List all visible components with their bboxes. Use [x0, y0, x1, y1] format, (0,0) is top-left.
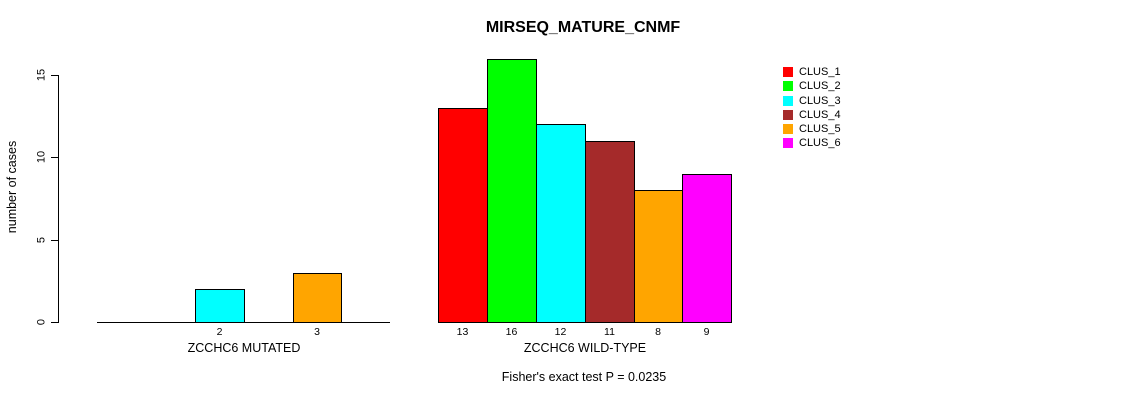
y-axis-line — [58, 75, 59, 323]
bar-clus_2 — [487, 59, 537, 323]
legend-item-clus_3: CLUS_3 — [783, 95, 841, 107]
legend-item-clus_5: CLUS_5 — [783, 123, 841, 135]
bar-value-label: 9 — [703, 326, 710, 338]
legend-color-swatch — [783, 81, 793, 91]
legend-color-swatch — [783, 96, 793, 106]
y-tick-mark — [51, 240, 58, 241]
legend-item-label: CLUS_3 — [799, 95, 841, 107]
y-tick-mark — [51, 322, 58, 323]
bar-clus_5 — [293, 273, 342, 323]
legend-item-label: CLUS_2 — [799, 80, 841, 92]
bar-value-label: 2 — [216, 326, 223, 338]
bar-clus_3 — [195, 289, 245, 323]
bar-value-label: 13 — [456, 326, 469, 338]
y-axis-title: number of cases — [4, 140, 19, 234]
legend-item-clus_4: CLUS_4 — [783, 109, 841, 121]
x-group-label: ZCCHC6 MUTATED — [187, 341, 301, 355]
bar-clus_6 — [682, 174, 732, 323]
bar-value-label: 16 — [505, 326, 518, 338]
bar-clus_1 — [438, 108, 488, 323]
fisher-test-annotation: Fisher's exact test P = 0.0235 — [501, 370, 667, 384]
y-tick-label: 0 — [35, 318, 48, 326]
x-group-label: ZCCHC6 WILD-TYPE — [523, 341, 647, 355]
legend-item-clus_2: CLUS_2 — [783, 80, 841, 92]
y-tick-label: 15 — [35, 68, 48, 82]
legend-item-clus_6: CLUS_6 — [783, 137, 841, 149]
bar-value-label: 11 — [604, 326, 615, 338]
legend-item-label: CLUS_5 — [799, 123, 841, 135]
y-tick-mark — [51, 75, 58, 76]
chart-title: MIRSEQ_MATURE_CNMF — [485, 19, 681, 36]
legend-color-swatch — [783, 138, 793, 148]
legend-item-label: CLUS_4 — [799, 109, 841, 121]
legend-color-swatch — [783, 67, 793, 77]
legend-item-label: CLUS_6 — [799, 137, 841, 149]
bar-value-label: 12 — [554, 326, 567, 338]
legend-item-label: CLUS_1 — [799, 66, 841, 78]
legend-item-clus_1: CLUS_1 — [783, 66, 841, 78]
legend-color-swatch — [783, 124, 793, 134]
bar-clus_5 — [634, 190, 683, 323]
bar-value-label: 3 — [314, 326, 320, 338]
legend-color-swatch — [783, 110, 793, 120]
bar-clus_4 — [585, 141, 635, 323]
y-tick-label: 10 — [35, 150, 48, 164]
y-tick-mark — [51, 157, 58, 158]
bar-value-label: 8 — [655, 326, 661, 338]
y-tick-label: 5 — [35, 236, 48, 244]
bar-clus_3 — [536, 124, 586, 323]
